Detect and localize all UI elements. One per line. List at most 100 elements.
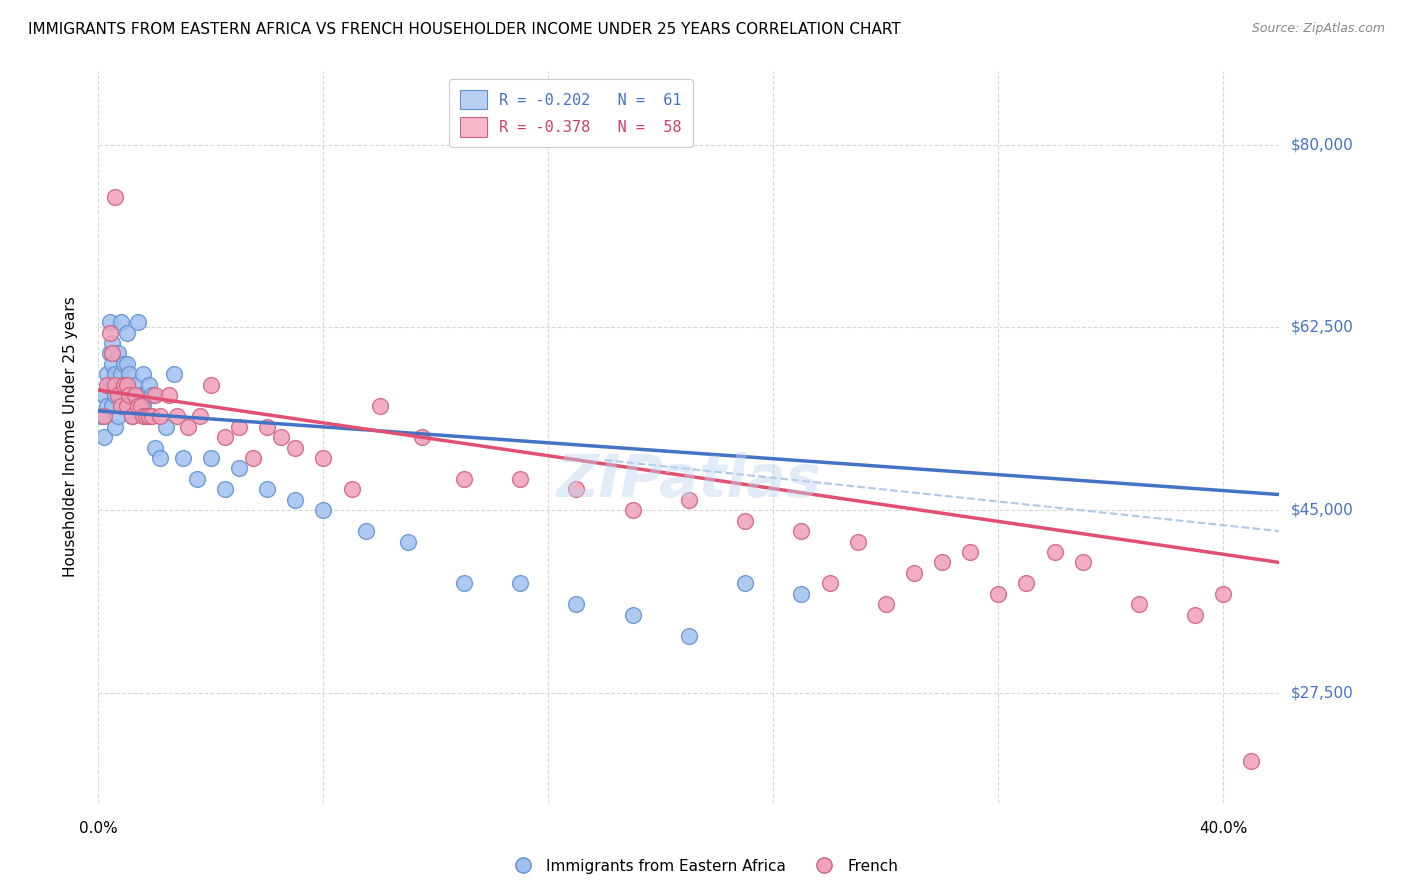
Point bbox=[101, 357, 124, 371]
Point bbox=[200, 377, 222, 392]
Point bbox=[112, 357, 135, 371]
Point bbox=[312, 503, 335, 517]
Point bbox=[104, 419, 127, 434]
Point bbox=[96, 399, 118, 413]
Point bbox=[509, 472, 531, 486]
Point bbox=[93, 430, 115, 444]
Text: $45,000: $45,000 bbox=[1291, 503, 1354, 517]
Point bbox=[143, 388, 166, 402]
Point bbox=[621, 607, 644, 622]
Point bbox=[846, 534, 869, 549]
Point bbox=[621, 503, 644, 517]
Point bbox=[93, 409, 115, 424]
Point bbox=[121, 409, 143, 424]
Point bbox=[124, 388, 146, 402]
Point bbox=[141, 388, 163, 402]
Point bbox=[734, 576, 756, 591]
Point bbox=[98, 377, 121, 392]
Point bbox=[115, 357, 138, 371]
Text: Source: ZipAtlas.com: Source: ZipAtlas.com bbox=[1251, 22, 1385, 36]
Text: 40.0%: 40.0% bbox=[1199, 822, 1247, 837]
Point bbox=[96, 377, 118, 392]
Point bbox=[987, 587, 1010, 601]
Point bbox=[1128, 597, 1150, 611]
Point bbox=[110, 388, 132, 402]
Point bbox=[141, 409, 163, 424]
Point bbox=[98, 346, 121, 360]
Point bbox=[98, 315, 121, 329]
Text: IMMIGRANTS FROM EASTERN AFRICA VS FRENCH HOUSEHOLDER INCOME UNDER 25 YEARS CORRE: IMMIGRANTS FROM EASTERN AFRICA VS FRENCH… bbox=[28, 22, 901, 37]
Point bbox=[875, 597, 897, 611]
Point bbox=[312, 450, 335, 465]
Point bbox=[127, 399, 149, 413]
Point bbox=[115, 326, 138, 340]
Point bbox=[115, 377, 138, 392]
Point bbox=[115, 377, 138, 392]
Point bbox=[354, 524, 377, 538]
Point bbox=[90, 409, 112, 424]
Point bbox=[132, 409, 155, 424]
Point bbox=[121, 409, 143, 424]
Point bbox=[256, 419, 278, 434]
Point bbox=[790, 524, 813, 538]
Point bbox=[214, 430, 236, 444]
Point bbox=[396, 534, 419, 549]
Point bbox=[790, 587, 813, 601]
Point bbox=[107, 346, 129, 360]
Point bbox=[284, 492, 307, 507]
Point bbox=[104, 368, 127, 382]
Point bbox=[959, 545, 981, 559]
Point bbox=[112, 377, 135, 392]
Point bbox=[110, 399, 132, 413]
Point bbox=[678, 492, 700, 507]
Point bbox=[155, 419, 177, 434]
Legend: R = -0.202   N =  61, R = -0.378   N =  58: R = -0.202 N = 61, R = -0.378 N = 58 bbox=[449, 79, 693, 147]
Point bbox=[104, 377, 127, 392]
Point bbox=[931, 556, 953, 570]
Point bbox=[129, 388, 152, 402]
Point bbox=[565, 597, 588, 611]
Point bbox=[110, 368, 132, 382]
Point bbox=[411, 430, 433, 444]
Point bbox=[509, 576, 531, 591]
Point bbox=[163, 368, 186, 382]
Point bbox=[256, 483, 278, 497]
Point bbox=[115, 399, 138, 413]
Point bbox=[101, 336, 124, 351]
Point bbox=[242, 450, 264, 465]
Point bbox=[121, 388, 143, 402]
Point bbox=[118, 388, 141, 402]
Point bbox=[132, 368, 155, 382]
Point bbox=[903, 566, 925, 580]
Point bbox=[149, 450, 172, 465]
Point bbox=[98, 326, 121, 340]
Point bbox=[214, 483, 236, 497]
Point bbox=[1212, 587, 1234, 601]
Point bbox=[135, 409, 157, 424]
Point bbox=[101, 377, 124, 392]
Point bbox=[1043, 545, 1066, 559]
Point bbox=[734, 514, 756, 528]
Point bbox=[93, 388, 115, 402]
Point bbox=[107, 409, 129, 424]
Point bbox=[157, 388, 180, 402]
Point bbox=[132, 399, 155, 413]
Point bbox=[149, 409, 172, 424]
Point bbox=[107, 388, 129, 402]
Point bbox=[129, 399, 152, 413]
Point bbox=[818, 576, 841, 591]
Point bbox=[186, 472, 208, 486]
Point bbox=[340, 483, 363, 497]
Point bbox=[678, 629, 700, 643]
Point bbox=[96, 368, 118, 382]
Point bbox=[118, 399, 141, 413]
Point bbox=[104, 190, 127, 204]
Point bbox=[118, 368, 141, 382]
Point bbox=[177, 419, 200, 434]
Point bbox=[127, 315, 149, 329]
Point bbox=[166, 409, 188, 424]
Point bbox=[135, 409, 157, 424]
Point bbox=[1015, 576, 1038, 591]
Y-axis label: Householder Income Under 25 years: Householder Income Under 25 years bbox=[63, 297, 77, 577]
Point bbox=[1184, 607, 1206, 622]
